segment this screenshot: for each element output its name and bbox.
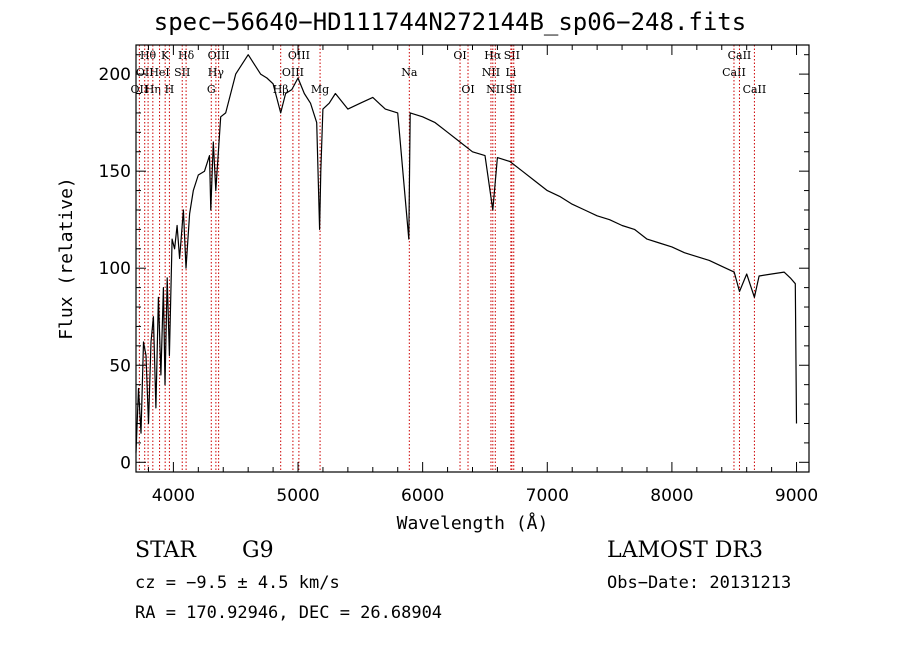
feature-label: Mg — [311, 83, 329, 96]
x-tick-label: 8000 — [650, 486, 693, 506]
feature-label: K — [161, 49, 170, 62]
chart-title: spec−56640−HD111744N272144B_sp06−248.fit… — [153, 8, 747, 36]
feature-label: Hα — [484, 49, 502, 62]
x-axis-label: Wavelength (Å) — [397, 512, 549, 534]
feature-label: Hδ — [178, 49, 195, 62]
feature-label: SII — [504, 49, 520, 62]
ra-dec-label: RA = 170.92946, DEC = 26.68904 — [135, 603, 443, 623]
feature-label: OIII — [208, 49, 230, 62]
subclass-label: G9 — [242, 538, 274, 563]
redshift-cz-label: cz = −9.5 ± 4.5 km/s — [135, 573, 340, 593]
feature-label: OI — [453, 49, 466, 62]
feature-label: NII — [482, 66, 500, 79]
feature-label: OIII — [288, 49, 310, 62]
feature-label: Hγ — [208, 66, 225, 79]
x-tick-label: 6000 — [401, 486, 444, 506]
feature-label: CaII — [722, 66, 746, 79]
x-tick-label: 5000 — [276, 486, 319, 506]
spectrum-line — [135, 54, 798, 453]
feature-label: SII — [506, 83, 522, 96]
feature-label: OIII — [282, 66, 304, 79]
y-tick-label: 200 — [99, 65, 131, 85]
feature-label: Na — [401, 66, 418, 79]
feature-label: SII — [174, 66, 190, 79]
feature-label: OI — [461, 83, 474, 96]
feature-label: Li — [505, 66, 516, 79]
feature-label: G — [207, 83, 216, 96]
survey-label: LAMOST DR3 — [607, 538, 763, 563]
object-class-label: STAR — [135, 538, 196, 563]
y-tick-label: 50 — [109, 356, 131, 376]
feature-label: Hη — [145, 83, 161, 96]
obs-date-label: Obs−Date: 20131213 — [607, 573, 792, 593]
x-tick-label: 7000 — [526, 486, 569, 506]
feature-label: Hθ — [140, 49, 157, 62]
y-tick-label: 0 — [120, 453, 131, 473]
y-tick-label: 100 — [99, 259, 131, 279]
feature-label: OII — [131, 83, 149, 96]
x-tick-label: 4000 — [152, 486, 195, 506]
x-tick-label: 9000 — [775, 486, 818, 506]
feature-label: Hβ — [273, 83, 289, 96]
y-axis-label: Flux (relative) — [56, 177, 77, 340]
feature-label: HeI — [149, 66, 169, 79]
plot-frame — [135, 44, 810, 473]
feature-label: CaII — [728, 49, 752, 62]
feature-label: OII — [136, 66, 154, 79]
y-tick-label: 150 — [99, 162, 131, 182]
feature-label: H — [165, 83, 175, 96]
feature-label: CaII — [743, 83, 767, 96]
feature-label: NII — [486, 83, 504, 96]
